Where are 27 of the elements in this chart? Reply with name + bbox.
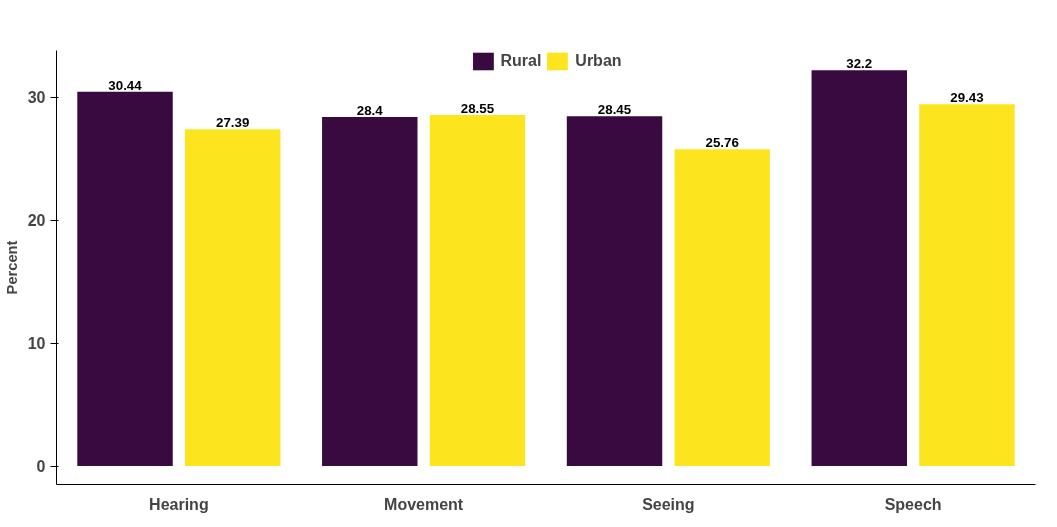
y-tick-label: 0 — [36, 458, 46, 476]
x-tick-label: Seeing — [642, 495, 695, 513]
legend-label: Rural — [500, 52, 542, 70]
bar — [566, 116, 663, 467]
data-label: 29.43 — [950, 90, 984, 106]
data-label: 28.4 — [356, 102, 384, 118]
bar — [77, 91, 173, 467]
bar — [919, 104, 1015, 467]
y-tick-label: 30 — [27, 89, 46, 107]
bar — [184, 129, 281, 467]
data-label: 28.45 — [597, 102, 632, 118]
x-tick-label: Speech — [884, 495, 942, 513]
y-tick-label: 20 — [27, 212, 46, 230]
legend-label: Urban — [575, 52, 622, 70]
data-label: 25.76 — [705, 135, 739, 151]
x-tick-label: Hearing — [149, 495, 209, 513]
data-label: 28.55 — [460, 101, 495, 117]
y-axis-title: Percent — [3, 240, 20, 295]
x-tick-label: Movement — [384, 495, 464, 513]
bar — [674, 149, 770, 467]
data-label: 30.44 — [108, 77, 143, 93]
data-label: 27.39 — [216, 115, 250, 131]
bar — [322, 116, 418, 467]
y-tick-label: 10 — [27, 335, 46, 353]
bar — [429, 115, 526, 467]
data-label: 32.2 — [846, 56, 873, 72]
bar — [811, 70, 908, 467]
